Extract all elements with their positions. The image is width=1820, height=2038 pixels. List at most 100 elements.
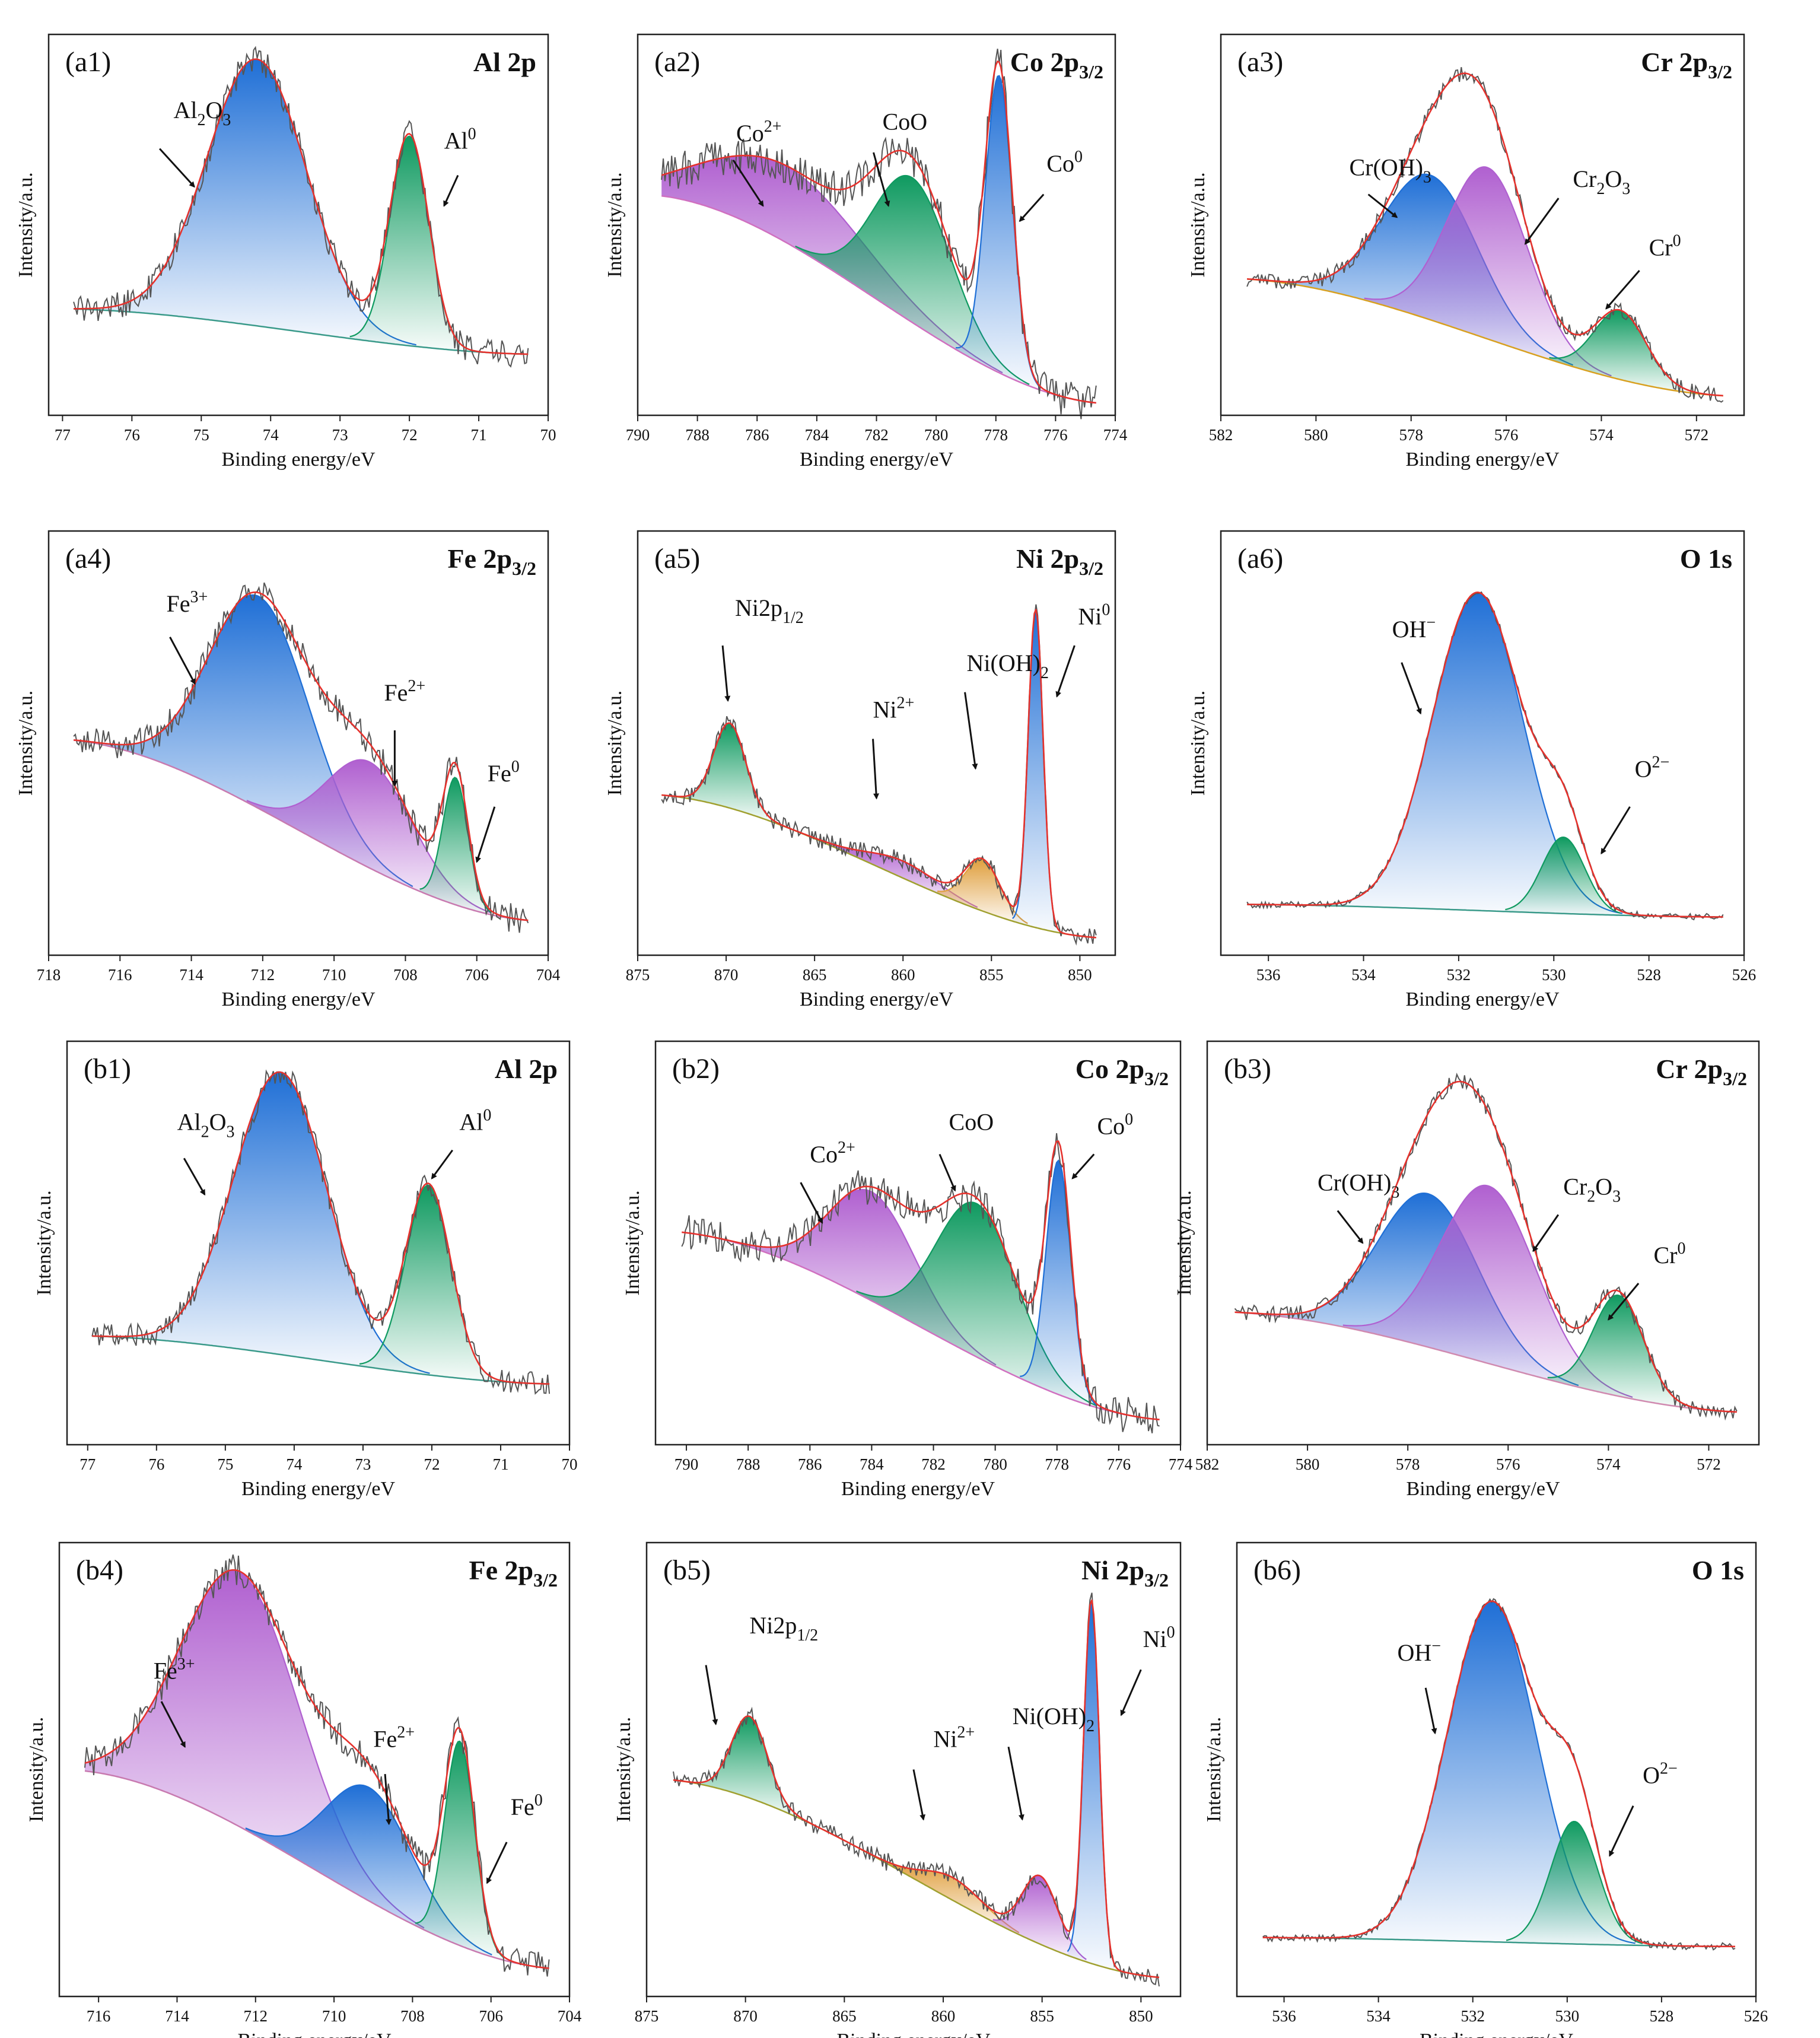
plot-frame-b5 xyxy=(645,1541,1182,1998)
x-tick-label-a2: 786 xyxy=(745,426,769,444)
x-tick-label-b4: 706 xyxy=(479,2007,503,2025)
x-tick-label-a3: 582 xyxy=(1209,426,1233,444)
x-tick-label-a6: 532 xyxy=(1447,966,1471,984)
panel-title-b3: Cr 2p3/2 xyxy=(1656,1054,1747,1089)
annotation-b5-0: Ni2p1/2 xyxy=(749,1612,818,1645)
plot-frame-a3 xyxy=(1220,33,1745,416)
x-axis-label-b1: Binding energy/eV xyxy=(241,1478,395,1500)
x-tick-label-a2: 790 xyxy=(626,426,650,444)
x-tick-label-a2: 780 xyxy=(924,426,949,444)
annotation-arrow-b5-2 xyxy=(1007,1746,1024,1821)
annotation-arrow-b5-3 xyxy=(1120,1669,1142,1716)
annotation-a5-0: Ni2p1/2 xyxy=(735,594,804,627)
x-tick-label-b2: 788 xyxy=(736,1455,761,1473)
x-tick-label-a5: 850 xyxy=(1068,966,1092,984)
panel-title-a6: O 1s xyxy=(1680,543,1732,574)
annotation-a3-0: Cr(OH)3 xyxy=(1349,154,1431,187)
fit-envelope-b1 xyxy=(92,1071,550,1385)
annotation-arrow-a6-0 xyxy=(1401,662,1422,715)
y-axis-label-a1: Intensity/a.u. xyxy=(15,172,37,278)
x-axis-label-a3: Binding energy/eV xyxy=(1405,449,1559,470)
peak-fill-b6-O2- xyxy=(1506,1821,1643,1945)
peak-fill-a1-Al2O3 xyxy=(96,59,416,346)
annotation-b2-1: CoO xyxy=(949,1109,994,1136)
annotation-b1-1: Al0 xyxy=(459,1107,491,1136)
panel-a2: 790 788 786 784 782 780 778 776 774 Binding energ… xyxy=(604,33,1128,470)
panel-label-a4: (a4) xyxy=(65,543,111,574)
x-tick-label-b4: 714 xyxy=(165,2007,189,2025)
annotation-b4-2: Fe0 xyxy=(511,1791,543,1820)
raw-data-a4 xyxy=(73,582,529,933)
annotation-arrow-a2-2 xyxy=(1019,193,1045,222)
peak-fill-a5-Ni2p1/2 xyxy=(686,723,774,823)
x-tick-label-b6: 526 xyxy=(1744,2007,1768,2025)
peak-fill-b1-Al0 xyxy=(359,1185,499,1382)
peak-line-a3-Cr2O3 xyxy=(1364,166,1612,377)
y-axis-label-b6: Intensity/a.u. xyxy=(1203,1717,1225,1823)
annotation-arrow-a5-1 xyxy=(872,739,880,800)
annotation-b3-1: Cr2O3 xyxy=(1563,1173,1621,1206)
x-tick-label-a4: 710 xyxy=(322,966,346,984)
peak-fill-a5-Ni(OH)2 xyxy=(937,860,1028,926)
y-axis-label-a4: Intensity/a.u. xyxy=(15,691,37,796)
peak-fill-b1-Al2O3 xyxy=(131,1072,430,1375)
x-tick-label-a5: 855 xyxy=(979,966,1004,984)
fit-envelope-b3 xyxy=(1234,1080,1737,1413)
annotation-arrow-b5-0 xyxy=(705,1665,718,1725)
x-tick-label-a1: 76 xyxy=(124,426,140,444)
y-axis-label-b2: Intensity/a.u. xyxy=(622,1190,644,1296)
fit-envelope-a6 xyxy=(1247,591,1723,918)
annotation-b1-0: Al2O3 xyxy=(177,1109,235,1142)
panel-a4: 718 716 714 712 710 708 706 704 Binding energy/e… xyxy=(15,530,561,1010)
x-tick-label-a1: 70 xyxy=(540,426,556,444)
annotation-arrow-a4-0 xyxy=(169,637,196,685)
annotation-b2-2: Co0 xyxy=(1097,1110,1133,1139)
x-tick-label-a5: 870 xyxy=(714,966,739,984)
x-tick-label-b1: 73 xyxy=(355,1455,371,1473)
x-tick-label-b1: 74 xyxy=(286,1455,303,1473)
annotation-arrow-b1-0 xyxy=(183,1158,206,1196)
x-tick-label-a3: 572 xyxy=(1685,426,1709,444)
x-tick-label-a4: 716 xyxy=(108,966,132,984)
baseline-b3 xyxy=(1234,1311,1737,1413)
panel-a1: 77 76 75 74 73 72 71 70 Binding energy/eV Intensi… xyxy=(15,33,556,470)
annotation-arrow-a1-0 xyxy=(159,148,195,188)
annotation-a1-1: Al0 xyxy=(444,125,476,154)
annotation-arrow-b4-0 xyxy=(160,1701,186,1748)
peak-line-b2-Co0 xyxy=(1020,1159,1098,1407)
annotation-a2-2: Co0 xyxy=(1046,148,1083,177)
fit-envelope-b4 xyxy=(84,1569,549,1969)
x-tick-label-a1: 72 xyxy=(402,426,418,444)
x-tick-label-b4: 708 xyxy=(400,2007,425,2025)
x-axis-label-b5: Binding energy/eV xyxy=(836,2030,990,2038)
plot-frame-b4 xyxy=(58,1541,571,1998)
y-axis-label-b3: Intensity/a.u. xyxy=(1173,1190,1195,1296)
x-tick-label-a2: 784 xyxy=(805,426,829,444)
x-tick-label-b3: 576 xyxy=(1496,1455,1520,1473)
fit-envelope-b5 xyxy=(673,1600,1160,1979)
annotation-b6-0: OH− xyxy=(1397,1637,1441,1666)
plot-frame-b6 xyxy=(1236,1541,1757,1998)
annotation-b4-0: Fe3+ xyxy=(154,1655,195,1684)
x-tick-label-b6: 528 xyxy=(1650,2007,1674,2025)
x-tick-label-b1: 76 xyxy=(148,1455,164,1473)
y-axis-label-a5: Intensity/a.u. xyxy=(604,691,626,796)
panel-title-b1: Al 2p xyxy=(495,1054,558,1084)
plot-frame-a1 xyxy=(47,33,549,416)
x-tick-label-a1: 73 xyxy=(332,426,348,444)
peak-fill-a6-OH- xyxy=(1333,592,1622,915)
annotation-arrow-a5-0 xyxy=(721,645,731,702)
panel-a5: 875 870 865 860 855 850 Binding energy/eV Inten… xyxy=(604,530,1116,1010)
x-tick-label-b2: 782 xyxy=(921,1455,946,1473)
plot-frame-a4 xyxy=(47,530,549,956)
peak-fill-b3-Cr2O3 xyxy=(1342,1185,1633,1399)
x-tick-label-b1: 72 xyxy=(424,1455,440,1473)
x-tick-label-a4: 714 xyxy=(179,966,203,984)
fit-envelope-a4 xyxy=(73,591,529,921)
panel-title-a5: Ni 2p3/2 xyxy=(1016,543,1103,579)
x-tick-label-b4: 712 xyxy=(244,2007,268,2025)
annotation-arrow-b1-1 xyxy=(431,1149,453,1179)
x-tick-label-a2: 788 xyxy=(685,426,709,444)
x-tick-label-b1: 71 xyxy=(492,1455,508,1473)
plot-frame-a5 xyxy=(637,530,1116,956)
